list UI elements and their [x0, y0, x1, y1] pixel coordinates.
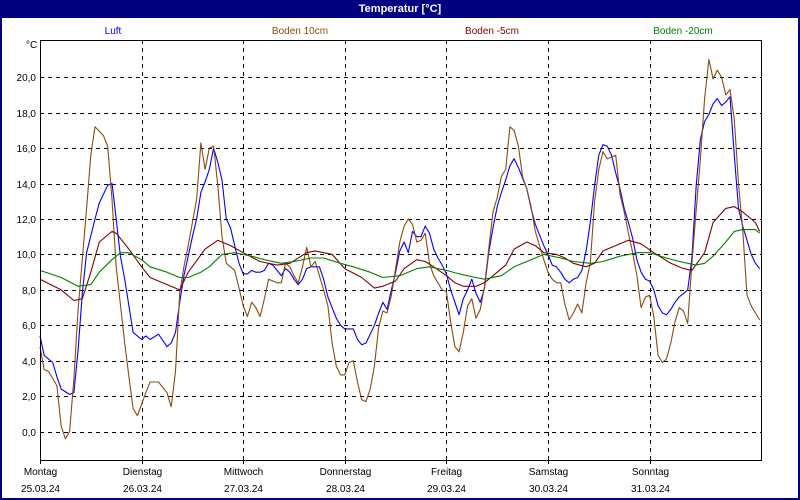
y-tick-label: 4,0 [22, 357, 36, 368]
x-tick-date: 26.03.24 [123, 484, 162, 495]
y-tick-label: 14,0 [17, 180, 37, 191]
window-frame [0, 18, 800, 500]
y-tick-label: 10,0 [17, 250, 37, 261]
x-tick-date: 31.03.24 [631, 484, 670, 495]
x-tick-date: 29.03.24 [427, 484, 466, 495]
legend-entry: Boden -20cm [653, 26, 712, 37]
axes: 0,0 2,0 4,0 6,0 8,0 10,0 12,0 14,0 16,0 18,0 20,0 M… [17, 73, 671, 495]
window-title-bar: Temperatur [°C] [0, 0, 800, 18]
x-tick-weekday: Montag [24, 467, 57, 478]
x-tick-weekday: Dienstag [123, 467, 162, 478]
series-line-2 [39, 206, 761, 302]
y-tick-label: 16,0 [17, 144, 37, 155]
legend-entry: Luft [105, 26, 122, 37]
y-axis-unit-label: °C [26, 40, 37, 51]
x-tick-date: 27.03.24 [224, 484, 263, 495]
x-tick-date: 30.03.24 [529, 484, 568, 495]
series-line-3 [39, 229, 761, 287]
series-line-1 [39, 58, 761, 440]
series-lines [39, 58, 761, 440]
y-tick-label: 20,0 [17, 73, 37, 84]
x-tick-weekday: Donnerstag [320, 467, 372, 478]
series-line-0 [39, 96, 761, 395]
y-tick-label: 6,0 [22, 321, 36, 332]
x-tick-weekday: Sonntag [632, 467, 669, 478]
y-tick-label: 0,0 [22, 428, 36, 439]
plot-border [40, 40, 762, 461]
x-tick-date: 28.03.24 [326, 484, 365, 495]
x-tick-weekday: Freitag [431, 467, 462, 478]
x-tick-date: 25.03.24 [21, 484, 60, 495]
grid [40, 40, 761, 460]
y-tick-label: 8,0 [22, 286, 36, 297]
y-tick-label: 12,0 [17, 215, 37, 226]
y-tick-label: 2,0 [22, 392, 36, 403]
x-tick-weekday: Samstag [529, 467, 568, 478]
window-title: Temperatur [°C] [358, 3, 442, 15]
legend-entry: Boden -5cm [465, 26, 519, 37]
legend: Luft Boden 10cm Boden -5cm Boden -20cm [105, 26, 713, 37]
y-tick-label: 18,0 [17, 109, 37, 120]
legend-entry: Boden 10cm [272, 26, 328, 37]
x-tick-weekday: Mittwoch [224, 467, 263, 478]
